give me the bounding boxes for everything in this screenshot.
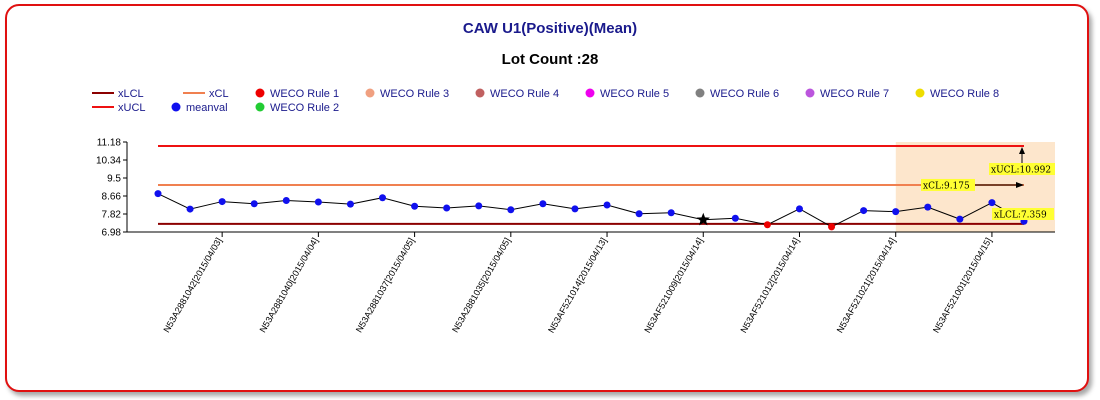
data-point	[539, 200, 547, 208]
legend-label-weco-rule-1: WECO Rule 1	[270, 88, 339, 100]
data-point	[443, 204, 451, 212]
data-point-weco-rule-1	[828, 223, 836, 231]
x-tick-label: N53AF521014[2015/04/13]	[546, 236, 609, 335]
legend-label-weco-rule-4: WECO Rule 4	[490, 88, 559, 100]
data-point	[956, 215, 964, 223]
data-point	[635, 210, 643, 218]
legend-swatch-weco-rule-1	[255, 88, 265, 98]
data-point	[571, 205, 579, 213]
legend-label-meanval: meanval	[186, 102, 228, 114]
data-point	[154, 190, 162, 198]
x-tick-label: N53A2881037[2015/04/05]	[354, 236, 416, 334]
x-tick-label: N53AF521021[2015/04/14]	[835, 236, 898, 335]
y-tick-label: 10.34	[96, 156, 121, 167]
x-tick-label: N53AF521001[2015/04/15]	[931, 236, 994, 335]
xcl-arrow-head	[1016, 181, 1024, 188]
legend-swatch-meanval	[171, 102, 181, 112]
data-point	[795, 205, 803, 213]
data-point	[346, 200, 354, 208]
data-point	[475, 202, 483, 210]
x-tick-label: N53AF521009[2015/04/14]	[642, 236, 705, 335]
data-point	[924, 203, 932, 211]
xucl-arrow-head	[1019, 147, 1025, 155]
data-point	[892, 208, 900, 216]
data-point	[731, 214, 739, 222]
xlcl-label-text: xLCL:7.359	[994, 211, 1047, 221]
legend-label-xlcl: xLCL	[118, 88, 144, 100]
y-tick-label: 9.5	[107, 174, 121, 185]
xcl-label-box	[921, 178, 975, 191]
x-tick-label: N53A2881042[2015/04/03]	[161, 236, 223, 334]
xcl-label-text: xCL:9.175	[923, 181, 970, 191]
data-point	[667, 209, 675, 217]
x-tick-label: N53AF521012[2015/04/14]	[739, 236, 802, 335]
legend-label-weco-rule-3: WECO Rule 3	[380, 88, 449, 100]
data-point	[379, 194, 387, 202]
y-tick-label: 7.82	[102, 210, 122, 221]
legend-label-xucl: xUCL	[118, 102, 146, 114]
y-tick-label: 6.98	[102, 228, 122, 239]
data-point-weco-rule-1	[763, 221, 771, 229]
legend-swatch-weco-rule-4	[475, 88, 485, 98]
x-tick-label: N53A2881040[2015/04/04]	[258, 236, 320, 334]
legend-label-xcl: xCL	[209, 88, 229, 100]
legend-swatch-weco-rule-3	[365, 88, 375, 98]
legend-swatch-weco-rule-5	[585, 88, 595, 98]
legend-label-weco-rule-2: WECO Rule 2	[270, 102, 339, 114]
legend-swatch-weco-rule-6	[695, 88, 705, 98]
legend-swatch-weco-rule-2	[255, 102, 265, 112]
legend-label-weco-rule-5: WECO Rule 5	[600, 88, 669, 100]
y-tick-label: 11.18	[97, 138, 122, 149]
y-tick-label: 8.66	[102, 192, 122, 203]
data-point	[218, 198, 226, 206]
data-point-star	[696, 212, 710, 226]
legend-swatch-weco-rule-7	[805, 88, 815, 98]
legend-swatch-weco-rule-8	[915, 88, 925, 98]
data-point	[411, 202, 419, 210]
xucl-label-text: xUCL:10.992	[991, 166, 1051, 176]
data-point	[186, 205, 194, 213]
chart-title: CAW U1(Positive)(Mean)	[462, 20, 638, 37]
chart-subtitle: Lot Count :28	[501, 51, 599, 68]
legend-label-weco-rule-7: WECO Rule 7	[820, 88, 889, 100]
legend-label-weco-rule-6: WECO Rule 6	[710, 88, 779, 100]
data-point	[860, 207, 868, 215]
data-point	[507, 206, 515, 214]
x-tick-label: N53A2881035[2015/04/05]	[450, 236, 512, 334]
xlcl-label-box	[992, 208, 1054, 220]
meanval-series-line	[157, 193, 1025, 228]
data-point	[988, 199, 996, 207]
data-point	[314, 198, 322, 206]
legend-label-weco-rule-8: WECO Rule 8	[930, 88, 999, 100]
data-point	[282, 197, 290, 204]
xucl-label-box	[989, 163, 1055, 175]
data-point	[603, 201, 611, 209]
data-point	[250, 200, 258, 208]
